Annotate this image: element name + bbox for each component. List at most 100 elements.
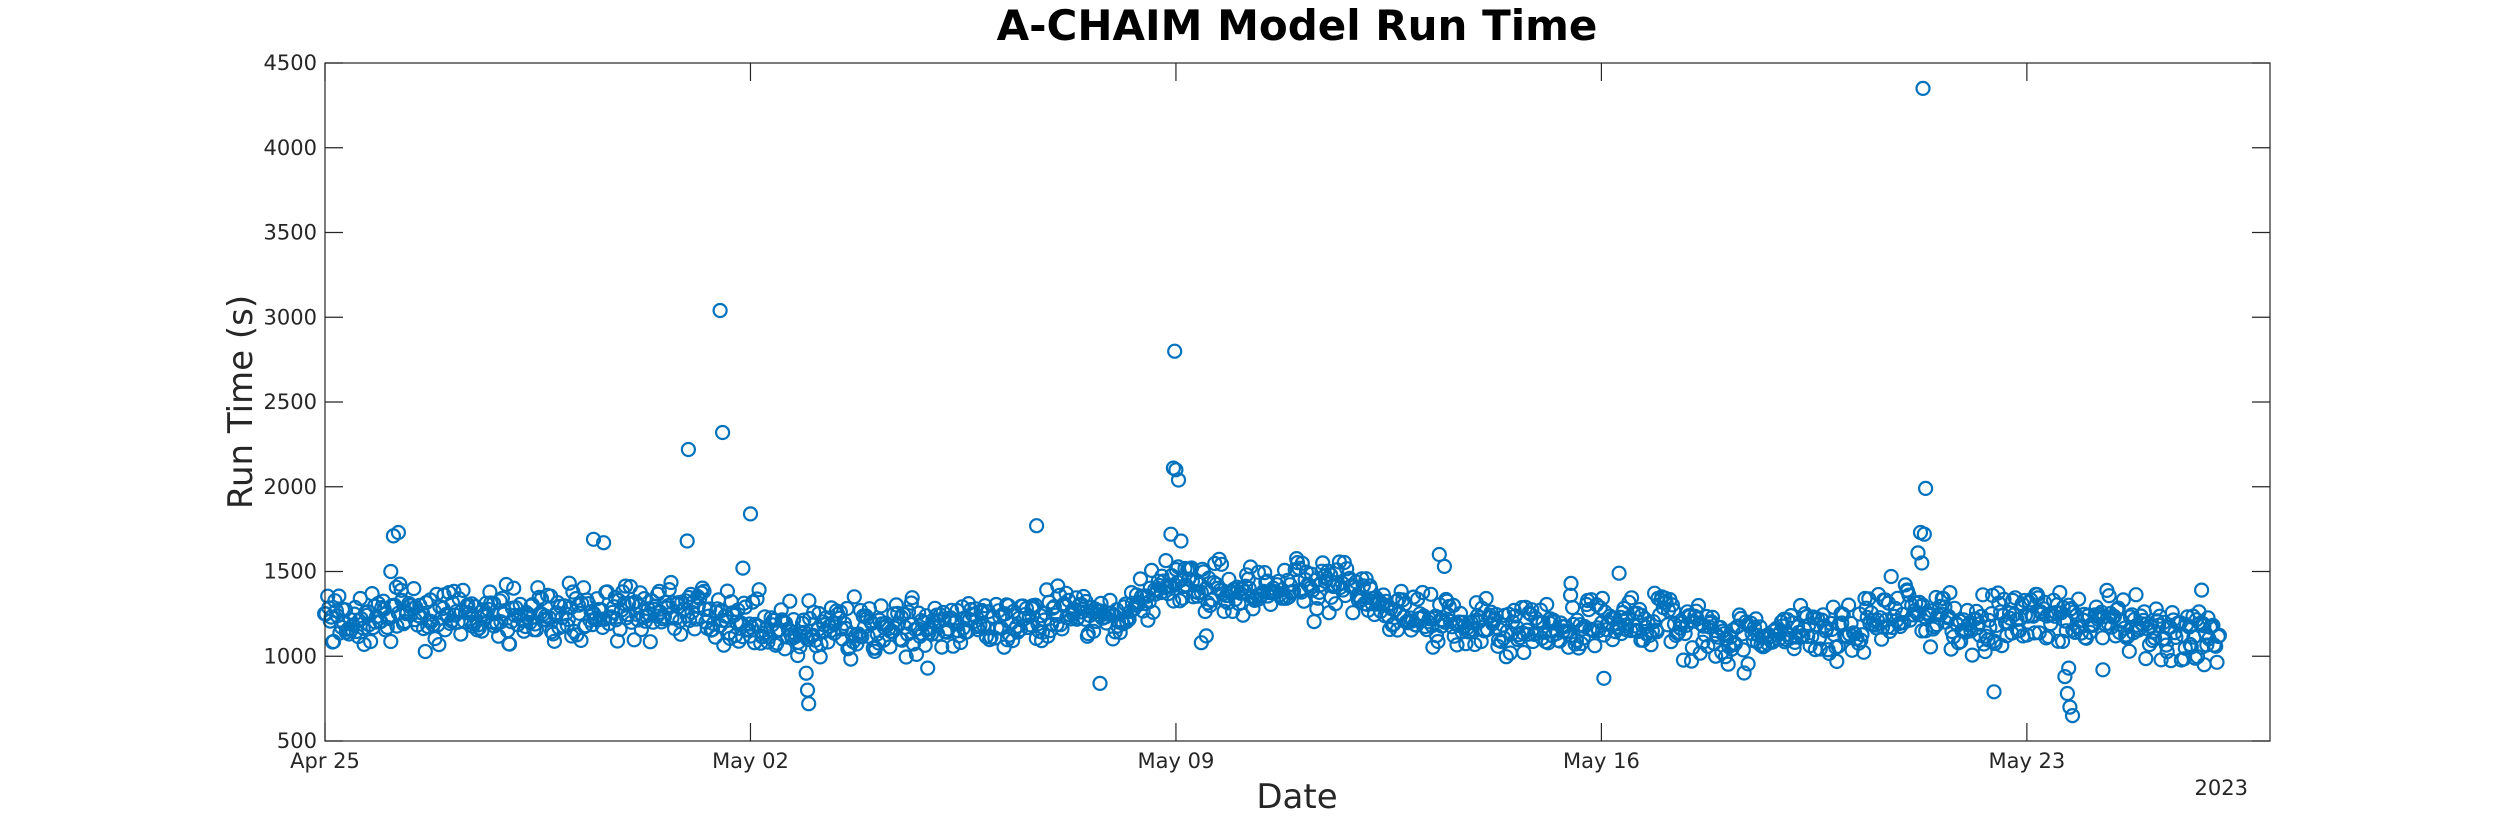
x-tick-label: May 02 xyxy=(712,749,789,773)
x-tick-label: May 16 xyxy=(1563,749,1640,773)
data-point xyxy=(1345,605,1361,621)
data-point xyxy=(1746,619,1763,635)
y-tick-label: 3000 xyxy=(264,305,317,329)
data-point xyxy=(1296,593,1312,609)
data-point xyxy=(1213,556,1230,572)
y-tick-label: 2500 xyxy=(264,390,317,414)
data-point xyxy=(2082,624,2098,641)
data-point xyxy=(331,588,347,604)
data-point xyxy=(1085,623,1102,639)
data-point xyxy=(1677,625,1693,642)
y-axis-ticks: 500 1000 1500 2000 2500 3000 3500 4000 4500 xyxy=(264,51,2270,753)
data-point xyxy=(617,578,634,594)
data-point xyxy=(1973,608,1990,625)
data-point xyxy=(1996,591,2012,608)
data-point xyxy=(743,619,760,636)
data-point xyxy=(605,604,621,620)
data-point xyxy=(1132,571,1149,587)
data-point xyxy=(1736,665,1752,681)
data-point xyxy=(1581,601,1597,618)
data-point xyxy=(978,629,994,645)
y-tick-label: 500 xyxy=(277,729,317,753)
data-point xyxy=(1883,568,1899,585)
data-point xyxy=(2128,587,2144,603)
data-point xyxy=(528,622,545,638)
data-point xyxy=(1092,675,1108,692)
data-point xyxy=(1539,596,1555,613)
data-point xyxy=(701,608,717,624)
data-point xyxy=(1516,644,1532,661)
data-point xyxy=(383,563,399,580)
data-point xyxy=(873,598,889,614)
data-point xyxy=(782,593,798,609)
data-point xyxy=(2050,633,2066,649)
data-point xyxy=(1524,602,1540,618)
data-point xyxy=(1478,590,1494,607)
data-point xyxy=(1783,607,1799,624)
data-point xyxy=(1910,545,1926,561)
data-point xyxy=(854,629,870,645)
data-point xyxy=(506,580,522,596)
data-point xyxy=(735,560,751,576)
data-point xyxy=(1972,627,1988,644)
data-point xyxy=(1198,628,1214,644)
data-point xyxy=(680,441,697,458)
data-point xyxy=(1158,552,1174,569)
x-tick-label: May 09 xyxy=(1138,749,1215,773)
data-point xyxy=(751,582,767,598)
data-point xyxy=(1623,622,1639,639)
data-point xyxy=(1690,597,1707,614)
data-point xyxy=(749,591,765,607)
y-axis-label: Run Time (s) xyxy=(221,295,261,509)
data-point xyxy=(712,302,728,319)
y-tick-label: 1000 xyxy=(264,644,317,668)
data-point xyxy=(679,533,695,549)
data-point xyxy=(2199,637,2215,653)
data-point xyxy=(1170,472,1187,488)
data-point xyxy=(1163,526,1179,542)
data-point xyxy=(1028,518,1045,534)
data-point xyxy=(498,576,514,593)
data-point xyxy=(1168,462,1184,478)
data-point xyxy=(696,583,712,599)
data-point xyxy=(2071,591,2087,607)
data-point xyxy=(799,682,816,698)
data-point xyxy=(1735,642,1751,658)
data-point xyxy=(1355,578,1371,594)
data-point xyxy=(1840,597,1857,613)
data-point xyxy=(882,639,898,655)
data-point xyxy=(1592,600,1608,616)
data-point xyxy=(1165,593,1182,609)
data-point xyxy=(1652,607,1668,623)
data-point xyxy=(383,633,399,650)
data-point xyxy=(2048,604,2064,621)
data-point xyxy=(903,595,919,611)
data-point xyxy=(1987,635,2003,652)
data-point xyxy=(1812,641,1828,657)
data-point xyxy=(556,598,573,614)
data-point xyxy=(1535,614,1551,631)
data-point xyxy=(642,634,658,650)
y-tick-label: 3500 xyxy=(264,221,317,245)
data-point xyxy=(546,633,563,649)
data-points xyxy=(317,80,2227,724)
data-point xyxy=(1915,80,1931,97)
data-point xyxy=(2005,592,2021,609)
data-point xyxy=(714,424,731,441)
data-point xyxy=(612,621,628,638)
data-point xyxy=(2200,610,2216,626)
data-point xyxy=(1675,652,1692,668)
data-point xyxy=(2115,592,2131,608)
data-point xyxy=(1830,638,1846,655)
data-point xyxy=(2168,629,2184,646)
data-point xyxy=(1932,598,1948,615)
data-point xyxy=(1799,608,1815,625)
data-point xyxy=(2147,630,2163,646)
data-point xyxy=(1740,656,1756,672)
data-point xyxy=(1649,624,1665,640)
data-point xyxy=(1916,526,1932,542)
data-point xyxy=(2196,657,2212,673)
data-point xyxy=(681,589,697,606)
data-point xyxy=(1623,590,1640,606)
data-point xyxy=(1693,616,1710,633)
